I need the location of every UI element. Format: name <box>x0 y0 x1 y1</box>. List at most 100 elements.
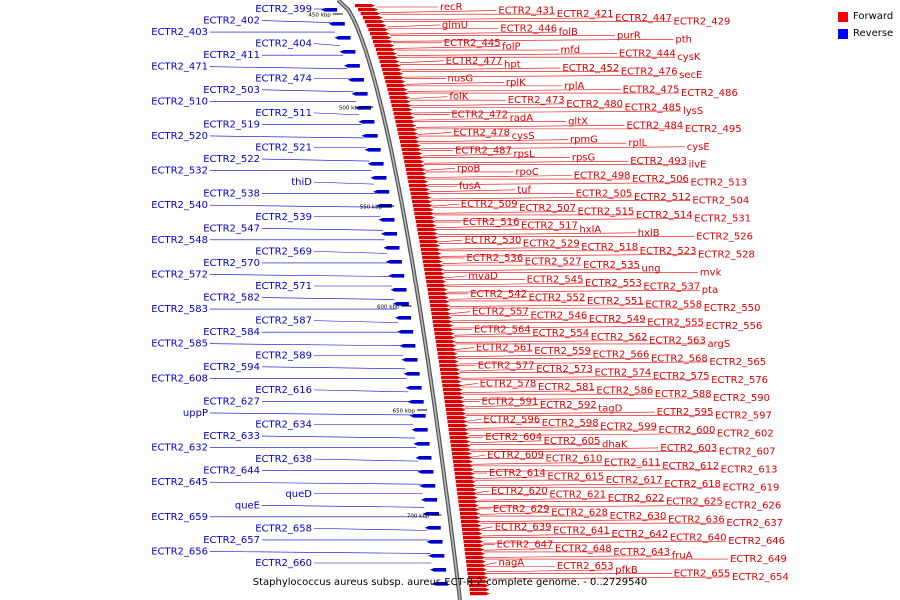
forward-leader-line <box>440 246 580 250</box>
forward-gene-label: ECTR2_603 <box>660 443 717 454</box>
forward-gene-arrow <box>436 348 457 352</box>
caption: Staphylococcus aureus subsp. aureus ECT-… <box>252 577 648 588</box>
reverse-leader-line <box>261 504 425 508</box>
reverse-gene-arrow <box>358 120 375 124</box>
forward-gene-arrow <box>424 268 445 272</box>
forward-gene-arrow <box>470 592 491 596</box>
forward-leader-line <box>475 483 663 487</box>
forward-gene-label: nusG <box>448 74 474 85</box>
reverse-gene-arrow <box>392 302 409 306</box>
forward-gene-label: ECTR2_654 <box>732 572 789 583</box>
forward-gene-label: ECTR2_556 <box>706 321 763 332</box>
reverse-gene-label: ECTR2_471 <box>151 62 208 73</box>
forward-gene-arrow <box>394 116 415 120</box>
forward-gene-arrow <box>447 420 468 424</box>
forward-gene-label: dhaK <box>602 439 628 450</box>
forward-gene-arrow <box>371 36 392 40</box>
forward-gene-arrow <box>358 8 379 12</box>
forward-gene-arrow <box>463 540 484 544</box>
forward-gene-arrow <box>388 92 409 96</box>
forward-gene-arrow <box>469 584 490 588</box>
forward-gene-arrow <box>456 484 477 488</box>
forward-gene-label: ECTR2_542 <box>470 289 527 300</box>
forward-gene-arrow <box>466 560 487 564</box>
forward-leader-line <box>450 311 471 315</box>
forward-leader-line <box>412 110 681 114</box>
forward-gene-arrow <box>439 368 460 372</box>
forward-gene-label: ECTR2_554 <box>532 328 589 339</box>
forward-leader-line <box>437 232 636 236</box>
forward-gene-label: rplA <box>564 81 584 92</box>
forward-gene-label: ECTR2_605 <box>544 436 601 447</box>
forward-gene-arrow <box>441 380 462 384</box>
forward-gene-label: ECTR2_568 <box>651 353 708 364</box>
reverse-gene-label: ECTR2_569 <box>255 246 312 257</box>
forward-gene-label: ECTR2_484 <box>626 120 683 131</box>
forward-leader-line <box>474 476 546 479</box>
reverse-gene-label: ECTR2_532 <box>151 166 208 177</box>
forward-leader-line <box>407 89 621 92</box>
forward-gene-label: rplL <box>628 138 647 149</box>
forward-gene-label: mvk <box>700 267 722 278</box>
reverse-gene-label: ECTR2_548 <box>151 235 208 246</box>
forward-leader-line <box>447 289 700 293</box>
reverse-gene-label: ECTR2_403 <box>151 27 208 38</box>
forward-gene-arrow <box>446 412 467 416</box>
forward-gene-label: ECTR2_429 <box>674 16 731 27</box>
reverse-gene-arrow <box>383 246 400 250</box>
forward-gene-arrow <box>366 24 387 28</box>
forward-gene-label: ECTR2_564 <box>474 325 531 336</box>
forward-gene-arrow <box>414 212 435 216</box>
forward-gene-label: rpsL <box>513 149 535 160</box>
forward-gene-arrow <box>468 576 489 580</box>
forward-gene-label: ECTR2_620 <box>491 486 548 497</box>
forward-gene-label: ECTR2_607 <box>719 447 776 458</box>
forward-leader-line <box>428 182 689 185</box>
forward-gene-label: ECTR2_637 <box>726 518 783 529</box>
forward-gene-label: rpmG <box>570 135 598 146</box>
forward-leader-line <box>482 533 610 537</box>
forward-leader-line <box>423 160 629 164</box>
reverse-gene-arrow <box>321 8 338 12</box>
legend-label-forward: Forward <box>853 11 894 22</box>
forward-gene-label: ECTR2_614 <box>489 468 546 479</box>
forward-gene-label: ECTR2_653 <box>557 561 614 572</box>
forward-gene-label: folK <box>449 92 468 103</box>
forward-gene-label: ECTR2_648 <box>555 543 612 554</box>
reverse-gene-label: queE <box>235 500 260 511</box>
forward-gene-arrow <box>411 196 432 200</box>
forward-gene-arrow <box>435 336 456 340</box>
forward-gene-arrow <box>437 352 458 356</box>
forward-gene-label: ECTR2_586 <box>596 386 653 397</box>
reverse-gene-arrow <box>388 274 405 278</box>
forward-gene-arrow <box>432 316 453 320</box>
forward-gene-arrow <box>393 112 414 116</box>
forward-leader-line <box>420 146 685 150</box>
reverse-gene-arrow <box>375 204 392 208</box>
forward-gene-label: ECTR2_537 <box>643 282 700 293</box>
forward-leader-line <box>429 189 516 193</box>
forward-leader-line <box>443 268 640 271</box>
reverse-leader-line <box>209 135 365 139</box>
forward-gene-arrow <box>451 448 472 452</box>
forward-gene-arrow <box>445 408 466 412</box>
forward-gene-label: ECTR2_446 <box>500 24 557 35</box>
forward-gene-label: tuf <box>517 185 531 196</box>
forward-gene-arrow <box>433 324 454 328</box>
reverse-gene-arrow <box>343 64 360 68</box>
reverse-gene-arrow <box>405 386 422 390</box>
forward-gene-arrow <box>439 364 460 368</box>
forward-gene-arrow <box>427 288 448 292</box>
forward-gene-label: radA <box>510 113 534 124</box>
forward-gene-label: hxlB <box>638 228 660 239</box>
forward-leader-line <box>482 540 727 544</box>
forward-gene-label: ECTR2_472 <box>451 110 508 121</box>
forward-gene-label: ECTR2_639 <box>495 522 552 533</box>
forward-gene-label: fruA <box>672 550 693 561</box>
scale-label: 650 kbp <box>393 409 416 415</box>
forward-gene-label: ECTR2_495 <box>685 124 742 135</box>
genome-backbone <box>336 0 462 600</box>
forward-gene-label: ECTR2_477 <box>446 56 503 67</box>
forward-gene-label: ECTR2_562 <box>591 332 648 343</box>
forward-gene-arrow <box>441 376 462 380</box>
